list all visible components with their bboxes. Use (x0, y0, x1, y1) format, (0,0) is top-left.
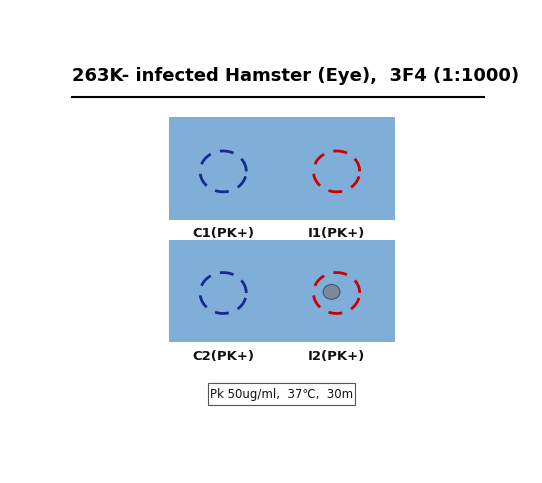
FancyBboxPatch shape (169, 117, 396, 220)
FancyBboxPatch shape (169, 240, 396, 342)
Text: Pk 50ug/ml,  37℃,  30m: Pk 50ug/ml, 37℃, 30m (210, 388, 353, 401)
Text: I1(PK+): I1(PK+) (308, 227, 365, 240)
Text: C2(PK+): C2(PK+) (192, 350, 254, 363)
Text: I2(PK+): I2(PK+) (308, 350, 365, 363)
Text: 263K- infected Hamster (Eye),  3F4 (1:1000): 263K- infected Hamster (Eye), 3F4 (1:100… (72, 67, 519, 85)
FancyBboxPatch shape (209, 384, 356, 405)
Text: C1(PK+): C1(PK+) (192, 227, 254, 240)
Circle shape (323, 284, 340, 299)
